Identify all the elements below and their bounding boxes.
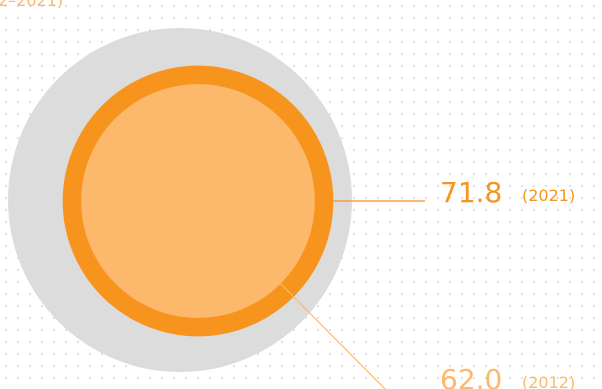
- value-label: 62.0: [440, 363, 502, 389]
- leader-line: [278, 281, 386, 389]
- subtitle: 2–2021): [0, 0, 63, 10]
- year-label: (2012): [522, 373, 575, 389]
- value-circle: [81, 84, 315, 318]
- year-label: (2021): [522, 186, 575, 205]
- value-label: 71.8: [440, 176, 502, 209]
